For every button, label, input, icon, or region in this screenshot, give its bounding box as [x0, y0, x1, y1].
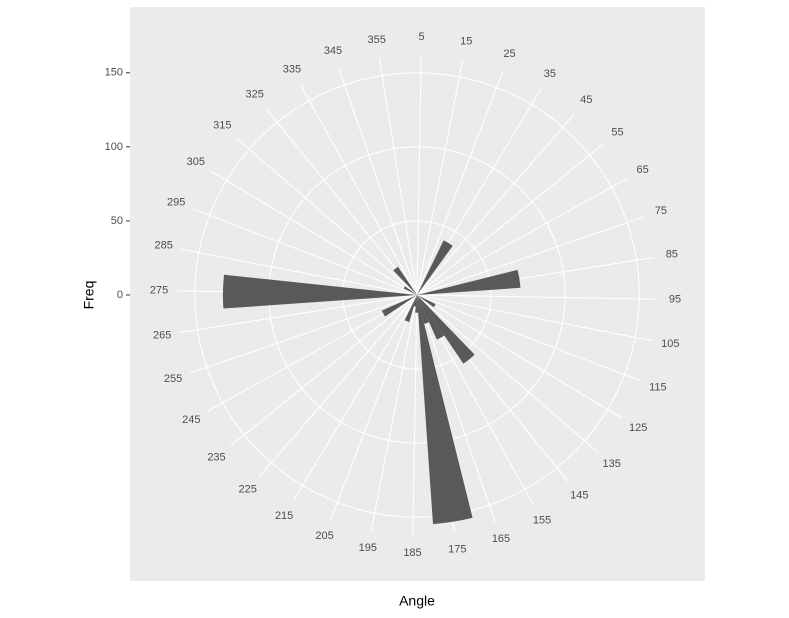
bar — [393, 266, 417, 295]
bar — [417, 295, 475, 364]
x-tick-label: 5 — [418, 31, 424, 43]
grid-spoke — [338, 67, 418, 296]
x-tick-label: 205 — [315, 530, 333, 542]
grid-spoke — [416, 216, 645, 296]
x-tick-label: 125 — [629, 422, 647, 434]
y-axis-title: Freq — [81, 281, 97, 310]
bar — [222, 274, 417, 309]
x-tick-label: 115 — [649, 381, 667, 393]
grid-spoke — [292, 294, 418, 502]
x-tick-label: 265 — [153, 329, 171, 341]
grid-spoke — [416, 70, 504, 296]
x-tick-label: 255 — [164, 373, 182, 385]
bar — [417, 295, 445, 340]
bar — [417, 269, 521, 295]
grid-spoke — [416, 294, 642, 382]
grid-spoke — [416, 113, 575, 296]
grid-spoke — [210, 170, 418, 296]
grid-spoke — [416, 178, 628, 296]
grid-circle — [194, 72, 640, 518]
grid-spoke — [181, 248, 418, 296]
bar — [417, 295, 473, 525]
bar — [417, 295, 436, 308]
grid-spoke — [179, 294, 418, 334]
x-tick-label: 355 — [367, 34, 385, 46]
bar — [381, 295, 417, 317]
x-tick-label: 285 — [155, 240, 173, 252]
x-tick-label: 225 — [239, 484, 257, 496]
grid-spoke — [416, 55, 422, 296]
x-tick-label: 325 — [245, 88, 263, 100]
y-tick-label: 50 — [111, 215, 123, 227]
grid-spoke — [235, 137, 418, 296]
y-tick-label: 100 — [105, 141, 123, 153]
grid-spoke — [206, 294, 418, 412]
bar — [403, 286, 417, 295]
x-tick-label: 315 — [213, 120, 231, 132]
y-tick-label: 150 — [105, 67, 123, 79]
x-tick-label: 25 — [503, 48, 515, 60]
grid-spoke — [416, 143, 604, 296]
x-tick-label: 35 — [544, 68, 556, 80]
x-tick-label: 95 — [669, 293, 681, 305]
x-tick-label: 145 — [570, 489, 588, 501]
grid-spoke — [416, 59, 464, 296]
x-tick-label: 45 — [580, 94, 592, 106]
grid-spoke — [416, 294, 657, 300]
x-tick-label: 85 — [666, 249, 678, 261]
x-tick-label: 305 — [187, 156, 205, 168]
bar — [417, 240, 453, 295]
grid-spoke — [300, 84, 418, 296]
grid-spoke — [416, 294, 624, 420]
x-tick-label: 135 — [603, 458, 621, 470]
bar — [415, 295, 419, 313]
grid-spoke — [265, 108, 418, 296]
x-tick-label: 185 — [403, 547, 421, 559]
grid-spoke — [378, 57, 418, 296]
grid-spoke — [416, 294, 599, 453]
grid-spoke — [370, 294, 418, 531]
bar — [417, 295, 430, 324]
grid-spoke — [416, 294, 496, 523]
x-tick-label: 335 — [283, 63, 301, 75]
bar — [404, 295, 417, 323]
x-tick-label: 345 — [324, 45, 342, 57]
x-tick-label: 275 — [150, 284, 168, 296]
x-axis-title: Angle — [399, 593, 435, 609]
grid-spoke — [416, 294, 653, 342]
x-tick-label: 175 — [448, 544, 466, 556]
x-tick-label: 65 — [637, 164, 649, 176]
x-tick-label: 295 — [167, 196, 185, 208]
x-tick-label: 15 — [460, 36, 472, 48]
x-tick-label: 105 — [661, 338, 679, 350]
grid-spoke — [192, 208, 418, 296]
x-tick-label: 215 — [275, 510, 293, 522]
grid-spoke — [189, 294, 418, 374]
x-tick-label: 155 — [533, 515, 551, 527]
grid-spoke — [259, 294, 418, 477]
grid-spoke — [230, 294, 418, 447]
x-tick-label: 245 — [182, 414, 200, 426]
x-tick-label: 195 — [359, 542, 377, 554]
x-tick-label: 165 — [492, 533, 510, 545]
x-tick-label: 55 — [611, 127, 623, 139]
y-tick-label: 0 — [117, 289, 123, 301]
x-tick-label: 235 — [207, 451, 225, 463]
x-tick-label: 75 — [655, 205, 667, 217]
grid-spoke — [330, 294, 418, 520]
bar — [413, 295, 417, 307]
grid-spoke — [412, 294, 418, 535]
